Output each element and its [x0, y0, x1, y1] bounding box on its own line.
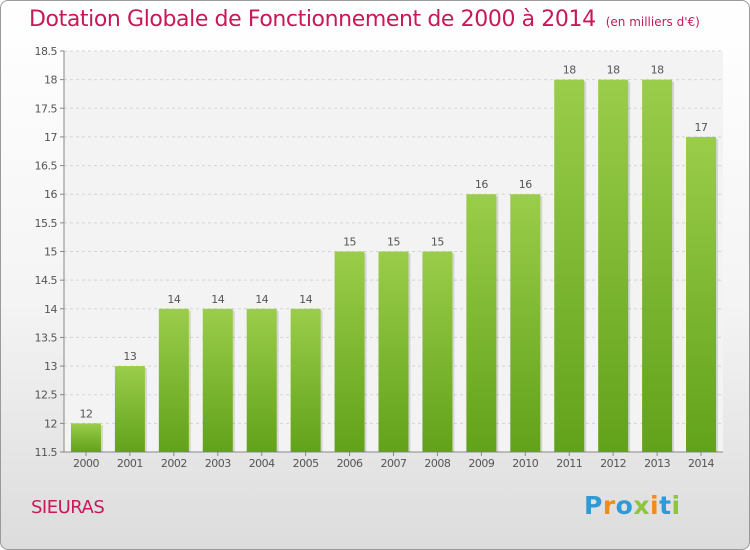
- x-tick-label: 2004: [249, 457, 275, 470]
- commune-name: SIEURAS: [31, 497, 105, 518]
- logo-letter: x: [633, 491, 650, 520]
- bar: [598, 79, 629, 453]
- y-tick-label: 18: [44, 74, 57, 87]
- logo-letter: r: [602, 491, 616, 520]
- bar-value-label: 15: [387, 236, 400, 249]
- x-tick-label: 2011: [556, 457, 582, 470]
- bar: [422, 251, 453, 452]
- bar: [202, 308, 233, 452]
- y-tick-label: 13: [44, 360, 57, 373]
- bar: [466, 194, 497, 452]
- bar: [686, 136, 717, 452]
- x-tick-label: 2013: [644, 457, 670, 470]
- logo-letter: P: [584, 491, 603, 520]
- logo-letter: o: [615, 491, 634, 520]
- bar: [290, 308, 321, 452]
- bar: [554, 79, 585, 453]
- y-tick-label: 17.5: [35, 102, 58, 115]
- bar-value-label: 14: [167, 293, 180, 306]
- y-tick-label: 11.5: [35, 446, 58, 459]
- bar: [70, 423, 101, 452]
- x-tick-label: 2001: [117, 457, 143, 470]
- bar: [114, 366, 145, 452]
- bar-value-label: 15: [343, 236, 356, 249]
- x-tick-label: 2012: [600, 457, 626, 470]
- bar-value-label: 18: [563, 64, 576, 77]
- bar: [378, 251, 409, 452]
- logo-letter: t: [659, 491, 672, 520]
- x-tick-label: 2007: [381, 457, 407, 470]
- bar-value-label: 14: [255, 293, 268, 306]
- x-tick-label: 2008: [424, 457, 450, 470]
- logo-letter: i: [650, 491, 660, 520]
- bar-value-label: 12: [79, 407, 92, 420]
- bar: [642, 79, 673, 453]
- y-tick-label: 16: [44, 188, 57, 201]
- x-tick-label: 2000: [73, 457, 99, 470]
- chart-subtitle: (en milliers d'€): [605, 15, 700, 29]
- bar-value-label: 14: [299, 293, 312, 306]
- chart-title-text: Dotation Globale de Fonctionnement de 20…: [29, 7, 596, 32]
- bar: [510, 194, 541, 452]
- bar-value-label: 18: [651, 64, 664, 77]
- x-tick-label: 2005: [293, 457, 319, 470]
- bar-value-label: 16: [519, 178, 532, 191]
- bar-value-label: 18: [607, 64, 620, 77]
- bar-value-label: 14: [211, 293, 224, 306]
- bar: [334, 251, 365, 452]
- y-tick-label: 12.5: [35, 389, 58, 402]
- y-tick-label: 16.5: [35, 160, 58, 173]
- y-tick-label: 15.5: [35, 217, 58, 230]
- bar: [246, 308, 277, 452]
- x-tick-label: 2006: [337, 457, 363, 470]
- bar-value-label: 13: [123, 350, 136, 363]
- x-tick-label: 2002: [161, 457, 187, 470]
- x-tick-label: 2009: [468, 457, 494, 470]
- bar: [158, 308, 189, 452]
- y-tick-label: 18.5: [35, 45, 58, 58]
- proxiti-logo: Proxiti: [584, 491, 681, 520]
- bar-value-label: 17: [695, 121, 708, 134]
- y-tick-label: 15: [44, 246, 57, 259]
- x-tick-label: 2014: [688, 457, 714, 470]
- bar-value-label: 16: [475, 178, 488, 191]
- chart-title: Dotation Globale de Fonctionnement de 20…: [29, 7, 700, 32]
- bar-value-label: 15: [431, 236, 444, 249]
- x-tick-label: 2003: [205, 457, 231, 470]
- y-tick-label: 17: [44, 131, 57, 144]
- y-tick-label: 14: [44, 303, 57, 316]
- y-tick-label: 12: [44, 417, 57, 430]
- y-tick-label: 13.5: [35, 331, 58, 344]
- x-tick-label: 2010: [512, 457, 538, 470]
- logo-letter: i: [671, 491, 681, 520]
- y-tick-label: 14.5: [35, 274, 58, 287]
